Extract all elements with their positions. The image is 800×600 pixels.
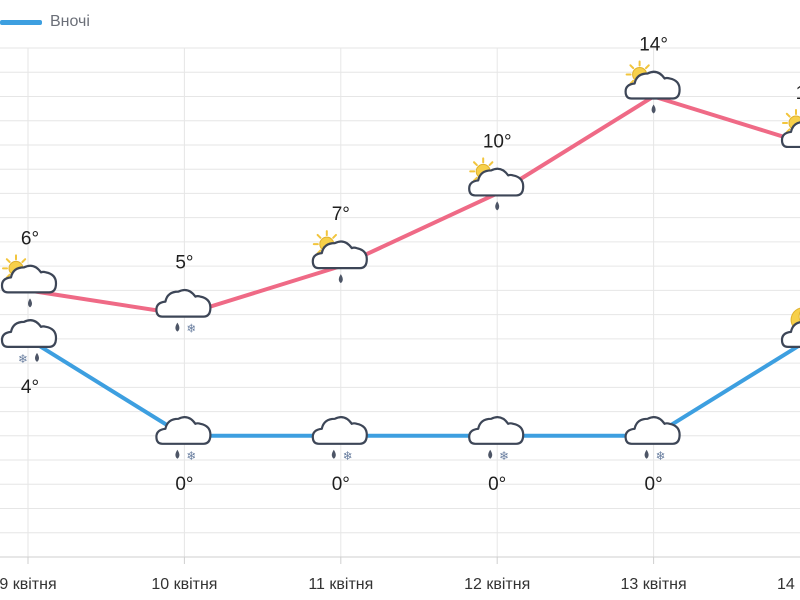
rain-drop	[651, 104, 656, 114]
temperature-labels: 6°5°7°10°14°12°4°0°0°0°0°4°	[21, 34, 800, 494]
cloud-shape	[780, 321, 800, 348]
day-temp-label: 7°	[332, 204, 350, 225]
snowflake: ❄	[656, 449, 666, 463]
snowflake: ❄	[499, 449, 509, 463]
sun-cloud-rain-icon	[0, 254, 58, 308]
chart-legend: Вночі	[0, 10, 90, 34]
x-tick-label: 13 квітня	[621, 576, 687, 593]
day-temp-label: 6°	[21, 228, 39, 249]
legend-label-night: Вночі	[50, 13, 90, 30]
cloud-shape	[624, 70, 681, 100]
cloud-shape	[780, 121, 800, 149]
snowflake: ❄	[186, 449, 196, 463]
night-temp-label: 0°	[645, 474, 663, 495]
day-temp-label: 10°	[483, 131, 512, 152]
cloud-rain-snow-icon: ❄	[311, 416, 368, 463]
rain-drop	[175, 449, 180, 459]
rain-drop	[338, 274, 343, 284]
day-temp-label: 12°	[796, 83, 800, 104]
sun-ray	[473, 161, 478, 167]
night-temp-label: 4°	[21, 377, 39, 398]
moon-cloud-icon	[780, 307, 800, 348]
cloud-shape	[155, 288, 212, 318]
cloud-snow-rain-icon: ❄	[0, 319, 58, 366]
cloud-shape	[468, 416, 525, 445]
sun-cloud-rain-icon	[624, 60, 681, 114]
sun-cloud-rain-icon	[311, 230, 368, 284]
snowflake: ❄	[186, 322, 196, 336]
night-temp-label: 0°	[488, 474, 506, 495]
sun-ray	[21, 258, 27, 264]
sun-ray	[332, 233, 337, 239]
sun-cloud-icon	[780, 108, 800, 149]
x-tick-label: 10 квітня	[151, 576, 217, 593]
snowflake: ❄	[18, 352, 28, 366]
day-temp-label: 14°	[639, 34, 668, 55]
cloud-shape	[155, 416, 212, 445]
cloud-rain-snow-icon: ❄	[468, 416, 525, 463]
cloud-shape	[468, 167, 525, 197]
series-line-day	[26, 94, 800, 317]
weather-icons: ❄ ❄ ❄ ❄ ❄ ❄	[0, 60, 800, 463]
sun-ray	[5, 258, 11, 264]
sun-ray	[644, 64, 650, 70]
rain-drop	[495, 201, 500, 211]
cloud-shape	[311, 416, 368, 445]
rain-drop	[331, 449, 336, 459]
x-tick-label: 14 квітня	[777, 576, 800, 593]
snowflake: ❄	[343, 449, 353, 463]
legend-swatch-night	[0, 19, 42, 25]
cloud-rain-snow-icon: ❄	[155, 288, 212, 336]
series-line-night	[26, 336, 800, 438]
cloud-shape	[624, 416, 681, 445]
cloud-shape	[0, 264, 58, 294]
x-tick-label: 12 квітня	[464, 576, 530, 593]
x-tick-label: 11 квітня	[308, 576, 373, 593]
sun-ray	[629, 64, 635, 70]
x-axis: 9 квітня 10 квітня 11 квітня 12 квітня 13 кв…	[0, 557, 800, 593]
sun-cloud-rain-icon	[468, 157, 525, 211]
rain-drop	[644, 449, 649, 459]
rain-drop	[28, 298, 32, 308]
x-tick-label: 9 квітня	[0, 576, 57, 593]
day-temp-label: 5°	[175, 253, 193, 274]
rain-drop	[35, 352, 39, 362]
chart-grid	[0, 47, 800, 558]
rain-drop	[488, 449, 493, 459]
night-temp-label: 0°	[332, 474, 350, 495]
night-temp-label: 0°	[175, 474, 193, 495]
sun-ray	[488, 161, 494, 167]
cloud-rain-snow-icon: ❄	[624, 416, 681, 463]
sun-ray	[785, 112, 791, 118]
cloud-shape	[0, 319, 58, 348]
rain-drop	[175, 322, 180, 332]
sun-ray	[316, 233, 322, 239]
cloud-shape	[311, 240, 368, 270]
cloud-rain-snow-icon: ❄	[155, 416, 212, 463]
